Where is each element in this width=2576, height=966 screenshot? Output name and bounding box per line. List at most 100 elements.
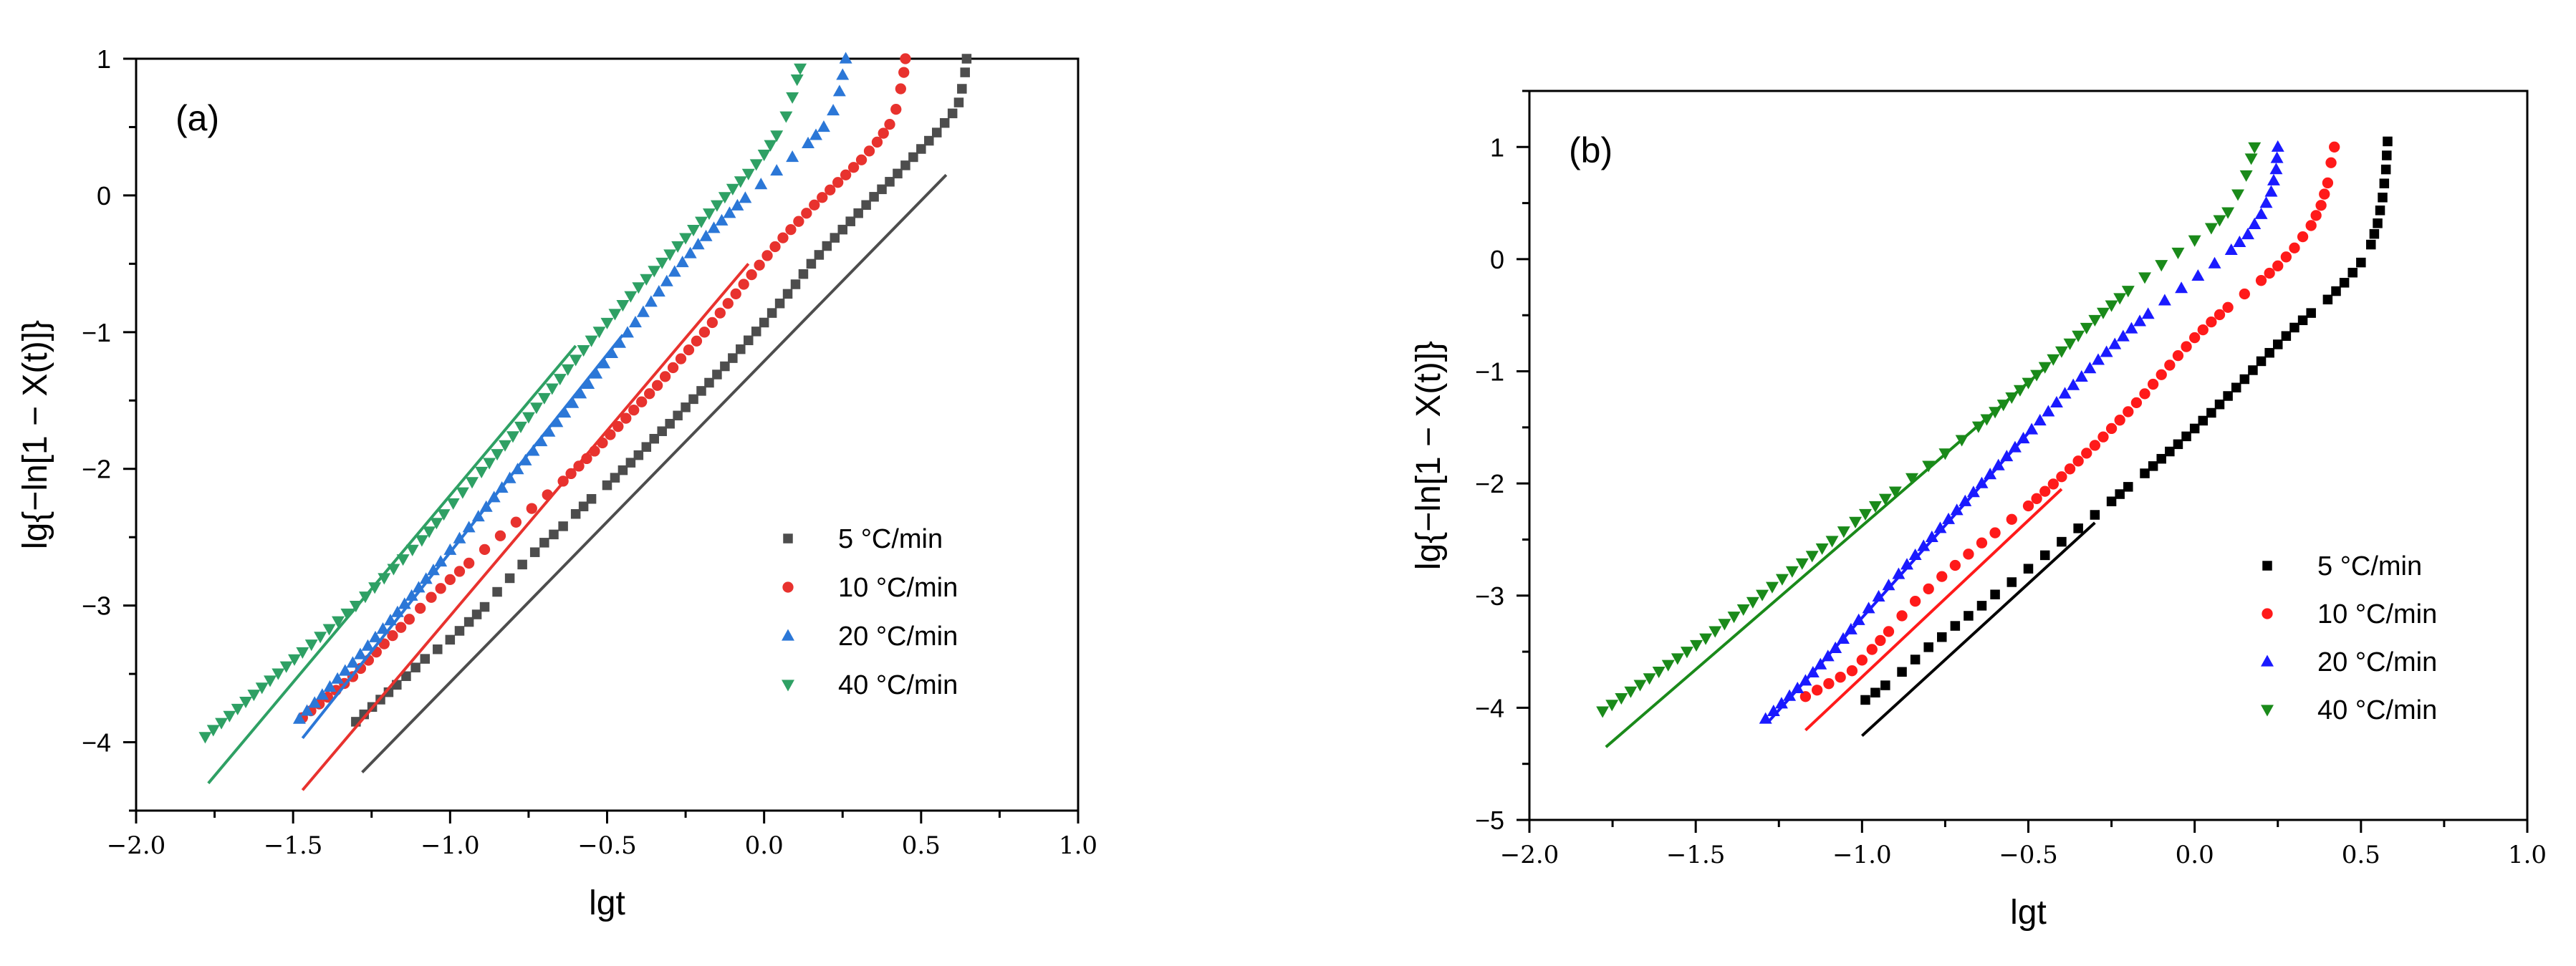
legend-marker xyxy=(783,533,793,544)
data-point xyxy=(288,654,301,666)
data-point xyxy=(2114,415,2125,426)
data-point xyxy=(2105,422,2118,435)
data-point xyxy=(766,308,777,318)
data-point xyxy=(655,257,669,269)
data-point xyxy=(649,433,659,444)
data-point xyxy=(884,118,895,130)
data-point xyxy=(398,597,411,609)
data-point xyxy=(2204,223,2218,235)
legend-label: 10 °C/min xyxy=(838,573,958,603)
data-point xyxy=(2022,377,2035,390)
data-point xyxy=(574,387,587,399)
data-point xyxy=(2271,140,2284,152)
data-point xyxy=(2270,151,2284,163)
data-point xyxy=(2049,395,2063,408)
data-point xyxy=(292,712,306,724)
data-point xyxy=(1923,583,1934,595)
data-point xyxy=(545,383,559,395)
data-point xyxy=(610,473,620,483)
data-point xyxy=(2023,564,2034,574)
data-point xyxy=(1910,655,1921,665)
data-point xyxy=(231,703,244,715)
data-point xyxy=(542,489,553,501)
data-point xyxy=(1989,527,2001,538)
data-point xyxy=(479,500,493,512)
x-tick-label: −1.5 xyxy=(264,831,323,860)
data-point xyxy=(2096,307,2110,319)
data-point xyxy=(785,223,797,236)
data-point xyxy=(492,586,502,597)
data-point xyxy=(845,216,855,226)
data-point xyxy=(2073,523,2083,533)
data-point xyxy=(511,463,524,475)
data-point xyxy=(471,510,485,522)
data-point xyxy=(2090,510,2100,520)
data-point xyxy=(537,392,551,405)
data-point xyxy=(2264,185,2278,197)
data-point xyxy=(657,426,667,436)
data-point xyxy=(1835,672,1846,683)
x-tick-label: 0.5 xyxy=(902,831,941,860)
data-point xyxy=(2033,413,2047,426)
data-point xyxy=(898,67,910,78)
data-point xyxy=(625,458,636,468)
data-point xyxy=(1942,512,1956,524)
y-tick-label: −1 xyxy=(82,318,111,347)
data-point xyxy=(539,538,549,548)
y-tick-label: −4 xyxy=(1475,693,1504,723)
data-point xyxy=(223,710,236,723)
data-point xyxy=(1870,687,1880,697)
y-tick-label: −4 xyxy=(82,728,111,758)
series-1 xyxy=(297,53,911,791)
data-point xyxy=(1976,601,1987,611)
data-point xyxy=(832,177,844,188)
data-point xyxy=(893,168,903,179)
y-tick-label: −3 xyxy=(82,591,111,621)
data-point xyxy=(2130,397,2143,409)
data-point xyxy=(1821,649,1835,662)
data-point xyxy=(683,344,695,356)
data-point xyxy=(534,435,548,447)
x-tick-label: −0.5 xyxy=(1999,841,2058,869)
legend: 5 °C/min 10 °C/min 20 °C/min 40 °C/min xyxy=(782,524,958,700)
data-point xyxy=(908,152,918,163)
x-tick-label: −0.5 xyxy=(577,831,637,860)
data-point xyxy=(1624,686,1638,698)
data-point xyxy=(322,624,336,636)
data-point xyxy=(471,609,482,619)
legend-label: 5 °C/min xyxy=(838,524,943,554)
data-point xyxy=(1652,666,1666,679)
data-point xyxy=(419,572,433,584)
data-point xyxy=(578,501,589,511)
data-point xyxy=(1964,611,1974,621)
data-point xyxy=(2105,300,2118,312)
data-point xyxy=(640,274,653,286)
data-point xyxy=(1633,680,1647,692)
x-tick-label: 1.0 xyxy=(1059,831,1097,860)
data-point xyxy=(1736,604,1750,617)
data-point xyxy=(731,198,744,211)
data-point xyxy=(770,164,784,176)
data-point xyxy=(665,418,675,429)
data-point xyxy=(2379,178,2390,188)
data-point xyxy=(2297,231,2309,243)
data-point xyxy=(710,200,724,212)
data-point xyxy=(2013,385,2027,397)
data-point xyxy=(600,317,614,329)
data-point xyxy=(1856,655,1868,666)
legend-marker xyxy=(2261,655,2274,667)
data-point xyxy=(688,394,698,405)
data-point xyxy=(757,150,771,162)
data-point xyxy=(777,232,789,243)
data-point xyxy=(770,130,784,143)
data-point xyxy=(2005,392,2019,405)
data-point xyxy=(437,509,451,521)
data-point xyxy=(698,327,711,338)
data-point xyxy=(2329,141,2340,153)
data-point xyxy=(566,396,580,408)
legend-label: 10 °C/min xyxy=(2317,599,2437,629)
data-point xyxy=(836,68,850,80)
data-point xyxy=(426,564,440,576)
data-point xyxy=(764,140,777,152)
legend-label: 40 °C/min xyxy=(838,670,958,700)
